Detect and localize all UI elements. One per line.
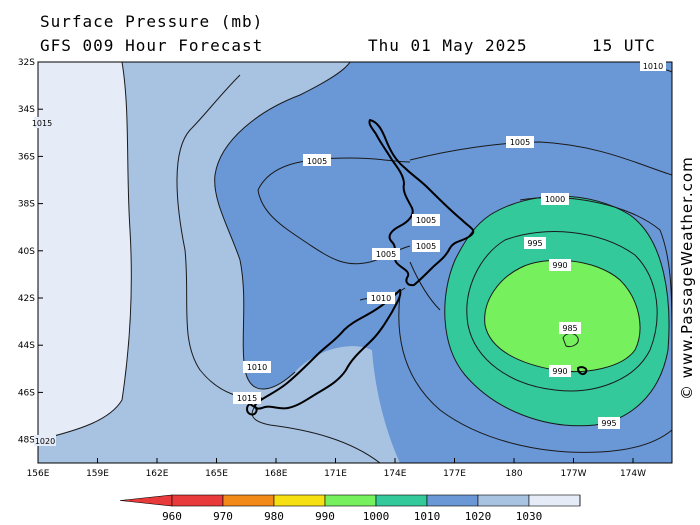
lat-label: 36S <box>18 152 35 162</box>
legend-swatch <box>222 494 275 507</box>
lat-label: 46S <box>18 388 35 398</box>
legend-label: 960 <box>162 510 182 523</box>
isobar-label: 1005 <box>412 214 440 226</box>
svg-text:1010: 1010 <box>247 363 267 372</box>
lat-label: 42S <box>18 294 35 304</box>
pressure-legend: 960 970 980 990 1000 1010 1020 1030 <box>119 494 581 523</box>
svg-text:995: 995 <box>527 239 542 248</box>
svg-text:1005: 1005 <box>510 138 530 147</box>
legend-label: 1010 <box>414 510 441 523</box>
svg-text:1015: 1015 <box>32 119 52 128</box>
isobar-label: 1005 <box>303 154 331 166</box>
isobar-labels: 1010 1015 1005 1005 1000 1005 1005 1005 … <box>32 60 666 446</box>
band-1020 <box>38 62 132 440</box>
credit-text: © www.PassageWeather.com <box>678 156 696 400</box>
isobar-label: 1005 <box>506 136 534 148</box>
new-zealand-coastline <box>246 119 588 416</box>
svg-text:1005: 1005 <box>307 157 327 166</box>
svg-text:1010: 1010 <box>643 62 663 71</box>
svg-text:1005: 1005 <box>416 216 436 225</box>
band-985 <box>484 260 640 372</box>
legend-swatch <box>171 494 224 507</box>
lat-label: 44S <box>18 341 35 351</box>
legend-swatch <box>273 494 326 507</box>
north-island <box>368 119 475 287</box>
isobar-label: 995 <box>598 417 620 429</box>
isobar-label: 990 <box>549 365 571 377</box>
isobar-label: 1010 <box>640 60 666 71</box>
legend-swatch <box>477 494 530 507</box>
pressure-field <box>38 62 672 463</box>
legend-label: 1000 <box>363 510 390 523</box>
isobar-label: 990 <box>549 259 571 271</box>
svg-text:1015: 1015 <box>237 394 257 403</box>
svg-text:1005: 1005 <box>376 250 396 259</box>
svg-text:1005: 1005 <box>416 242 436 251</box>
lat-label: 38S <box>18 200 35 210</box>
map-title: Surface Pressure (mb) <box>40 12 264 31</box>
svg-text:990: 990 <box>552 367 567 376</box>
forecast-time: 15 UTC <box>592 36 656 55</box>
isobar-label: 1005 <box>372 248 400 260</box>
lat-label: 34S <box>18 105 35 115</box>
isobar-label: 985 <box>559 322 581 334</box>
lat-label: 40S <box>18 247 35 257</box>
lon-label: 156E <box>27 469 50 479</box>
lon-label: 168E <box>265 469 288 479</box>
svg-text:1010: 1010 <box>371 294 391 303</box>
isobar-label: 1000 <box>541 193 569 205</box>
legend-label: 980 <box>264 510 284 523</box>
legend-swatch <box>426 494 479 507</box>
isobar-label: 1010 <box>243 361 271 373</box>
svg-text:1020: 1020 <box>35 437 55 446</box>
latitude-ticks: 32S 34S 36S 38S 40S 42S 44S 46S 48S <box>18 58 43 446</box>
lat-label: 32S <box>18 58 35 68</box>
lon-label: 177W <box>560 469 586 479</box>
lat-label: 48S <box>18 436 35 446</box>
isobar-label: 1015 <box>233 392 261 404</box>
legend-label: 990 <box>315 510 335 523</box>
svg-text:990: 990 <box>552 261 567 270</box>
lon-label: 159E <box>86 469 109 479</box>
stewart-island <box>246 403 258 416</box>
legend-label: 1030 <box>516 510 543 523</box>
south-island <box>254 289 402 410</box>
svg-text:985: 985 <box>562 324 577 333</box>
lon-label: 174W <box>620 469 646 479</box>
lon-label: 162E <box>146 469 169 479</box>
forecast-label: GFS 009 Hour Forecast <box>40 36 264 55</box>
isobar-label: 1020 <box>34 435 56 446</box>
lon-label: 171E <box>324 469 347 479</box>
svg-text:1000: 1000 <box>545 195 565 204</box>
map-frame <box>37 61 673 464</box>
lon-label: 177E <box>443 469 466 479</box>
forecast-date: Thu 01 May 2025 <box>368 36 528 55</box>
legend-label: 970 <box>213 510 233 523</box>
lon-label: 165E <box>205 469 228 479</box>
longitude-ticks: 156E 159E 162E 165E 168E 171E 174E 177E 180 177W 1… <box>27 458 646 479</box>
isobar-label: 1010 <box>367 292 395 304</box>
isobar-label: 1015 <box>32 117 52 128</box>
lon-label: 180 <box>505 469 522 479</box>
legend-swatch <box>324 494 377 507</box>
isobar-label: 995 <box>524 237 546 249</box>
legend-swatch <box>375 494 428 507</box>
legend-label: 1020 <box>465 510 492 523</box>
chatham-islands <box>577 366 588 376</box>
legend-swatch <box>528 494 581 507</box>
legend-swatch <box>119 494 173 507</box>
lon-label: 174E <box>384 469 407 479</box>
svg-text:995: 995 <box>601 419 616 428</box>
isobar-label: 1005 <box>412 240 440 252</box>
